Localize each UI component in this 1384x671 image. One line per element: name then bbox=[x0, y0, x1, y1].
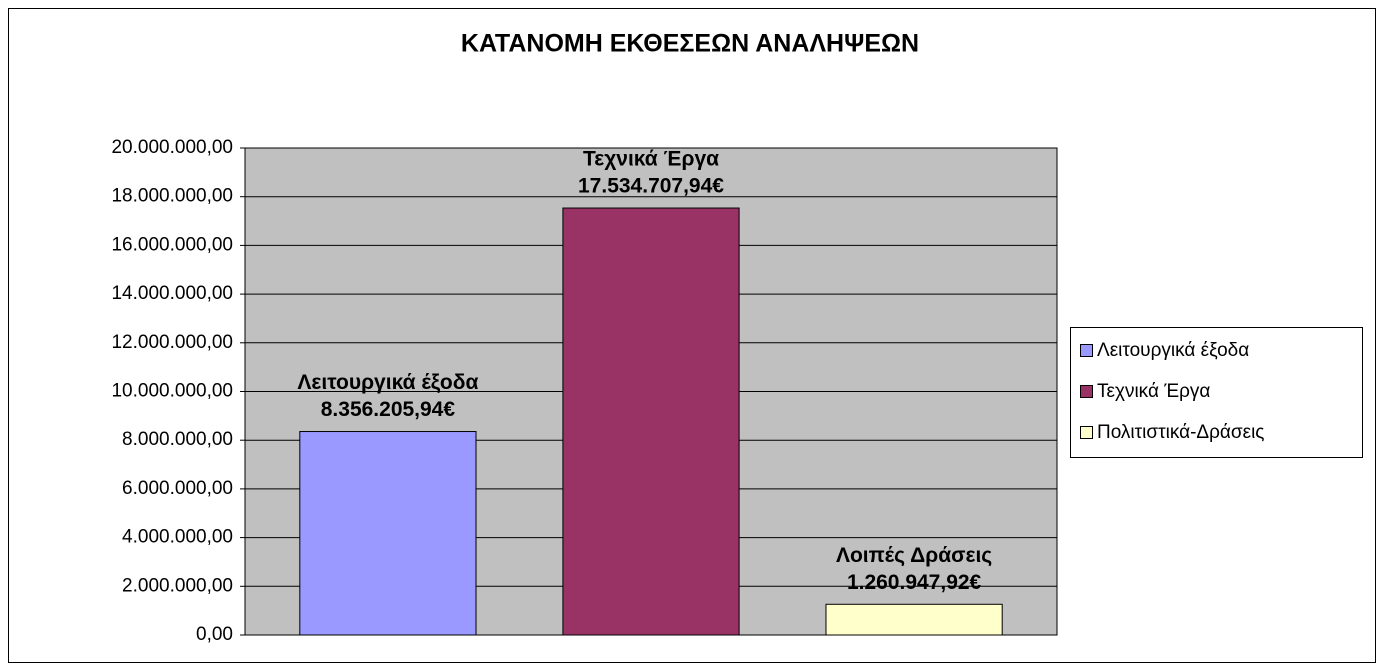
y-tick-label: 12.000.000,00 bbox=[111, 332, 233, 353]
y-tick-label: 0,00 bbox=[196, 624, 233, 645]
chart-title: ΚΑΤΑΝΟΜΗ ΕΚΘΕΣΕΩΝ ΑΝΑΛΗΨΕΩΝ bbox=[461, 30, 919, 58]
data-label-name: Λοιπές Δράσεις bbox=[836, 544, 992, 567]
y-tick-label: 8.000.000,00 bbox=[122, 429, 233, 450]
legend-swatch bbox=[1080, 385, 1093, 398]
data-label-name: Λειτουργικά έξοδα bbox=[297, 371, 478, 394]
y-tick-label: 18.000.000,00 bbox=[111, 186, 233, 207]
y-tick-label: 6.000.000,00 bbox=[122, 478, 233, 499]
y-tick-label: 4.000.000,00 bbox=[122, 527, 233, 548]
legend-label: Πολιτιστικά-Δράσεις bbox=[1097, 422, 1264, 443]
y-tick-label: 16.000.000,00 bbox=[111, 234, 233, 255]
y-tick-label: 20.000.000,00 bbox=[111, 137, 233, 158]
data-label: 8.356.205,94€ bbox=[321, 398, 456, 421]
legend-swatch bbox=[1080, 426, 1093, 439]
bar bbox=[562, 207, 740, 636]
legend-box bbox=[1070, 327, 1363, 458]
bar bbox=[825, 603, 1003, 636]
data-label: 1.260.947,92€ bbox=[847, 571, 982, 594]
y-tick-label: 2.000.000,00 bbox=[122, 575, 233, 596]
y-tick-label: 14.000.000,00 bbox=[111, 283, 233, 304]
legend-label: Λειτουργικά έξοδα bbox=[1097, 340, 1249, 361]
bar bbox=[299, 431, 477, 636]
y-tick-label: 10.000.000,00 bbox=[111, 381, 233, 402]
legend-swatch bbox=[1080, 344, 1093, 357]
legend-label: Τεχνικά Έργα bbox=[1097, 381, 1210, 402]
data-label-name: Τεχνικά Έργα bbox=[583, 148, 719, 171]
data-label: 17.534.707,94€ bbox=[578, 175, 724, 198]
